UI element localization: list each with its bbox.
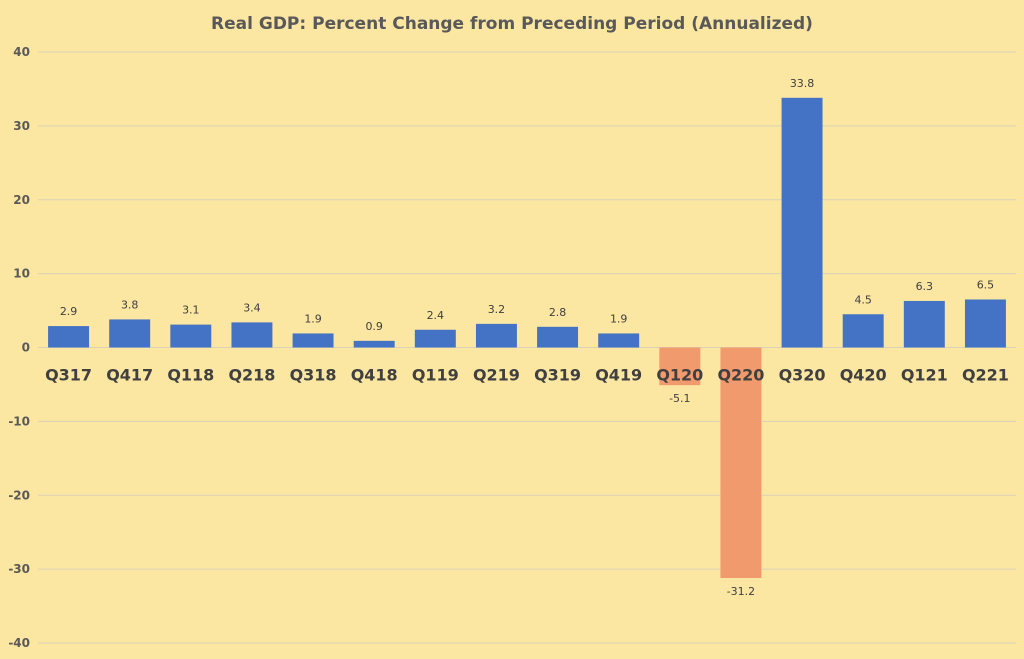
data-label: 4.5: [854, 293, 872, 306]
x-tick-label: Q120: [656, 366, 703, 385]
bar-Q419: [598, 333, 640, 348]
data-label: 33.8: [790, 77, 815, 90]
y-tick-label: -10: [8, 414, 30, 428]
x-tick-label: Q319: [534, 366, 581, 385]
data-label: 0.9: [365, 320, 383, 333]
x-tick-label: Q221: [962, 366, 1009, 385]
bar-Q417: [109, 319, 151, 348]
bar-Q420: [842, 314, 884, 348]
bars: [48, 97, 1006, 578]
data-label: 1.9: [304, 312, 322, 325]
data-label: 2.8: [549, 306, 567, 319]
x-tick-label: Q318: [290, 366, 337, 385]
bar-Q218: [231, 322, 273, 348]
bar-Q118: [170, 324, 212, 348]
y-tick-label: 30: [13, 119, 30, 133]
chart-title: Real GDP: Percent Change from Preceding …: [211, 14, 813, 34]
data-label: 3.1: [182, 304, 200, 317]
data-label: 2.9: [60, 305, 78, 318]
data-labels: 2.9 3.8 3.1 3.4 1.9 0.9 2.4 3.2 2.8 1.9 -5.1 -31.2 3…: [60, 77, 994, 598]
x-tick-label: Q118: [167, 366, 214, 385]
bar-Q317: [48, 326, 90, 348]
bar-Q319: [537, 326, 579, 348]
y-tick-label: 10: [13, 267, 30, 281]
y-tick-label: 20: [13, 193, 30, 207]
bar-Q221: [964, 299, 1006, 348]
x-tick-label: Q218: [228, 366, 275, 385]
data-label: 2.4: [427, 309, 445, 322]
data-label: 6.3: [916, 280, 934, 293]
x-tick-label: Q418: [351, 366, 398, 385]
y-tick-label: 40: [13, 45, 30, 59]
data-label: 3.4: [243, 301, 261, 314]
x-tick-label: Q320: [779, 366, 826, 385]
data-label: -31.2: [727, 585, 755, 598]
x-tick-label: Q420: [840, 366, 887, 385]
y-axis-ticks: 40 30 20 10 0 -10 -20 -30 -40: [8, 45, 30, 650]
bar-Q120: [659, 347, 701, 386]
y-tick-label: -40: [8, 636, 30, 650]
x-tick-label: Q419: [595, 366, 642, 385]
bar-Q318: [292, 333, 334, 348]
x-axis-ticks: Q317 Q417 Q118 Q218 Q318 Q418 Q119 Q219 Q319 Q419…: [45, 366, 1009, 385]
data-label: 1.9: [610, 312, 628, 325]
x-tick-label: Q317: [45, 366, 92, 385]
y-tick-label: -30: [8, 562, 30, 576]
bar-Q119: [414, 329, 456, 348]
y-tick-label: -20: [8, 488, 30, 502]
data-label: 6.5: [977, 278, 995, 291]
bar-Q320: [781, 97, 823, 348]
x-tick-label: Q220: [717, 366, 764, 385]
x-tick-label: Q121: [901, 366, 948, 385]
bar-Q418: [353, 340, 395, 348]
x-tick-label: Q219: [473, 366, 520, 385]
x-tick-label: Q119: [412, 366, 459, 385]
data-label: -5.1: [669, 392, 690, 405]
bar-Q219: [475, 323, 517, 348]
data-label: 3.2: [488, 303, 506, 316]
y-tick-label: 0: [22, 341, 30, 355]
bar-Q220: [720, 347, 762, 578]
x-tick-label: Q417: [106, 366, 153, 385]
bar-Q121: [903, 300, 945, 348]
data-label: 3.8: [121, 298, 139, 311]
